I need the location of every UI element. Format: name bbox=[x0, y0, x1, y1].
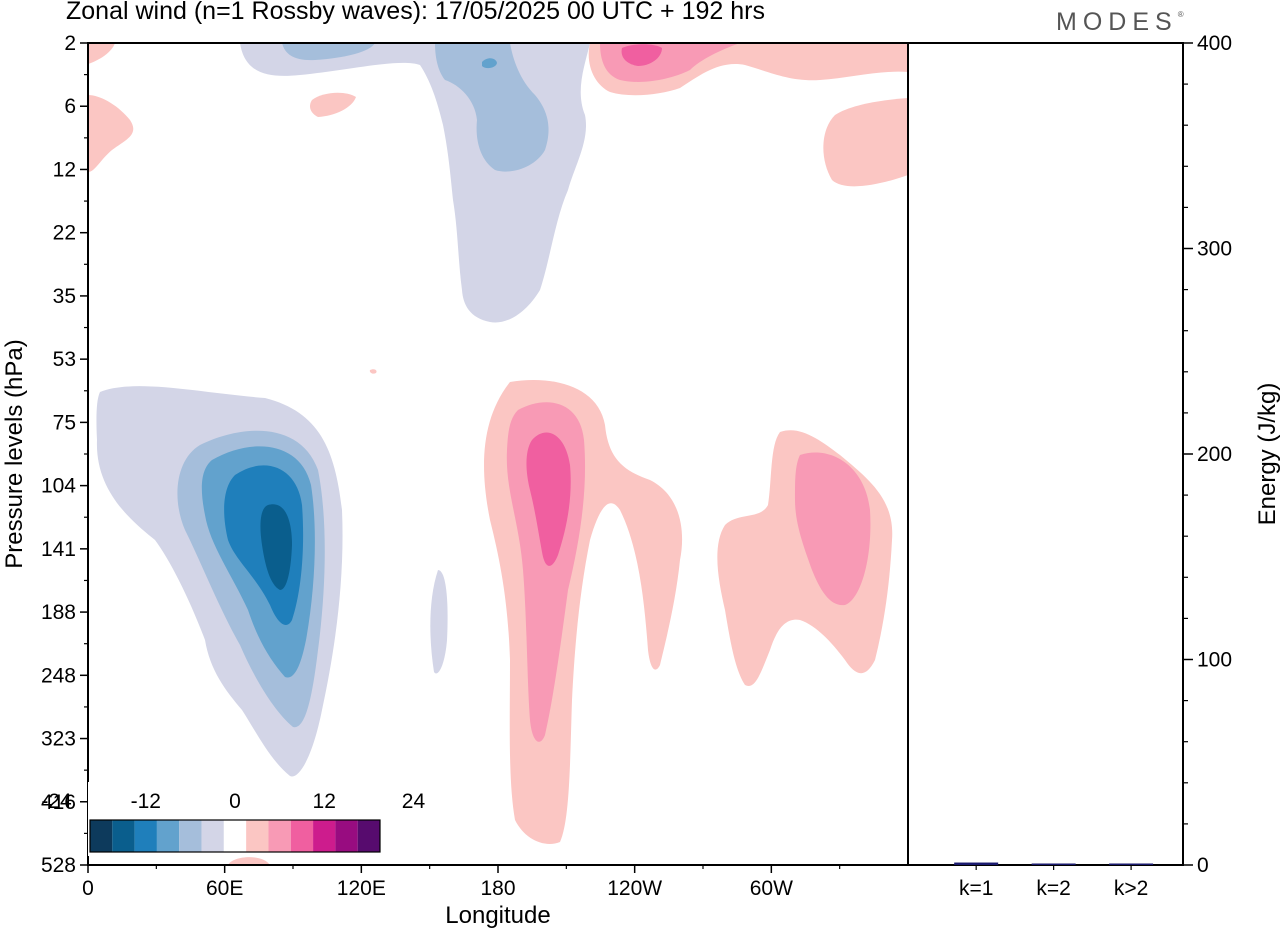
pressure-tick-label: 35 bbox=[53, 285, 76, 308]
colorbar-swatch bbox=[134, 820, 157, 852]
colorbar-swatch bbox=[313, 820, 336, 852]
pressure-tick-label: 12 bbox=[53, 158, 76, 181]
energy-tick-label: 0 bbox=[1197, 854, 1209, 877]
colorbar-border bbox=[89, 819, 381, 853]
energy-tick-label: 100 bbox=[1197, 649, 1232, 672]
colorbar-swatch bbox=[223, 820, 247, 852]
pressure-tick-label: 141 bbox=[41, 538, 76, 561]
contour-pos-small-2 bbox=[310, 92, 356, 117]
energy-bars: k=1 k=2 k>2 bbox=[954, 862, 1154, 900]
longitude-tick-label: 120W bbox=[607, 877, 662, 900]
contour-neg-upper-6b bbox=[282, 43, 375, 61]
pressure-tick-label: 248 bbox=[41, 664, 76, 687]
logo-text: MODES bbox=[1056, 8, 1178, 36]
modes-logo: MODES® bbox=[1056, 8, 1184, 37]
pressure-tick-label: 104 bbox=[41, 475, 76, 498]
colorbar-tick-label: 24 bbox=[402, 790, 426, 813]
colorbar-swatch bbox=[112, 820, 135, 852]
pressure-tick-label: 2 bbox=[64, 32, 76, 55]
chart-title: Zonal wind (n=1 Rossby waves): 17/05/202… bbox=[66, 0, 765, 25]
pressure-tick-label: 188 bbox=[41, 601, 76, 624]
bar-category-label: k=2 bbox=[1036, 877, 1070, 900]
energy-axis: 0 100 200 300 400 bbox=[1183, 32, 1232, 877]
contour-pos-9 bbox=[526, 432, 571, 566]
colorbar-tick-label: -12 bbox=[131, 790, 161, 813]
colorbar-swatch bbox=[290, 820, 314, 852]
energy-tick-label: 300 bbox=[1197, 238, 1232, 261]
contour-pos-left-upper bbox=[88, 95, 134, 172]
pressure-tick-label: 323 bbox=[41, 728, 76, 751]
colorbar-swatch bbox=[357, 820, 380, 852]
pressure-tick-label: 53 bbox=[53, 348, 76, 371]
contour-pos-bottom bbox=[228, 857, 270, 865]
contour-neg-15 bbox=[260, 504, 292, 590]
contour-pos-small-3 bbox=[369, 369, 377, 374]
colorbar-swatch bbox=[246, 820, 269, 852]
bar-category-label: k=1 bbox=[959, 877, 993, 900]
colorbar-legend: -24 -12 0 12 24 bbox=[41, 782, 425, 856]
contour-neg-upper-9 bbox=[482, 58, 497, 69]
colorbar-tick-label: 0 bbox=[229, 790, 241, 813]
energy-bar bbox=[1031, 863, 1076, 865]
pressure-tick-label: 528 bbox=[41, 854, 76, 877]
colorbar-swatch bbox=[335, 820, 358, 852]
pressure-tick-label: 6 bbox=[64, 95, 76, 118]
bar-panel-frame bbox=[907, 42, 1184, 866]
logo-registered-mark: ® bbox=[1177, 10, 1184, 19]
contour-neg-upper-3 bbox=[240, 43, 590, 323]
colorbar-swatch bbox=[156, 820, 180, 852]
contour-pos-upper-9 bbox=[621, 44, 662, 66]
colorbar-swatch bbox=[201, 820, 224, 852]
colorbar-tick-label: -24 bbox=[41, 790, 72, 813]
pressure-axis: 2 6 12 22 35 53 75 104 141 188 248 323 416 528 bbox=[41, 32, 88, 877]
pressure-tick-label: 22 bbox=[53, 222, 76, 245]
longitude-tick-label: 180 bbox=[480, 877, 515, 900]
contour-field bbox=[88, 43, 908, 865]
energy-bar bbox=[1109, 863, 1154, 865]
colorbar-swatch bbox=[179, 820, 202, 852]
bar-category-label: k>2 bbox=[1114, 877, 1148, 900]
contour-pos-right-upper bbox=[823, 98, 908, 187]
colorbar-swatch bbox=[268, 820, 291, 852]
contour-neg-upper-6 bbox=[435, 43, 549, 172]
y-axis-title: Pressure levels (hPa) bbox=[1, 339, 28, 568]
contour-pos-small-1 bbox=[88, 43, 115, 64]
pressure-tick-label: 75 bbox=[53, 411, 76, 434]
energy-tick-label: 200 bbox=[1197, 443, 1232, 466]
longitude-tick-label: 120E bbox=[337, 877, 386, 900]
longitude-tick-label: 60W bbox=[750, 877, 793, 900]
x-axis-title: Longitude bbox=[445, 902, 550, 929]
energy-axis-title: Energy (J/kg) bbox=[1254, 383, 1280, 526]
colorbar-swatch bbox=[90, 820, 113, 852]
contour-neg-sliver bbox=[430, 570, 448, 674]
longitude-tick-label: 60E bbox=[206, 877, 243, 900]
colorbar-tick-label: 12 bbox=[313, 790, 336, 813]
longitude-axis: 0 60E 120E 180 120W 60W bbox=[82, 865, 841, 900]
pressure-tick-label: 416 bbox=[41, 791, 76, 814]
contour-pos-east-6 bbox=[795, 452, 871, 606]
energy-tick-label: 400 bbox=[1197, 32, 1232, 55]
longitude-tick-label: 0 bbox=[82, 877, 94, 900]
energy-bar bbox=[954, 862, 999, 865]
